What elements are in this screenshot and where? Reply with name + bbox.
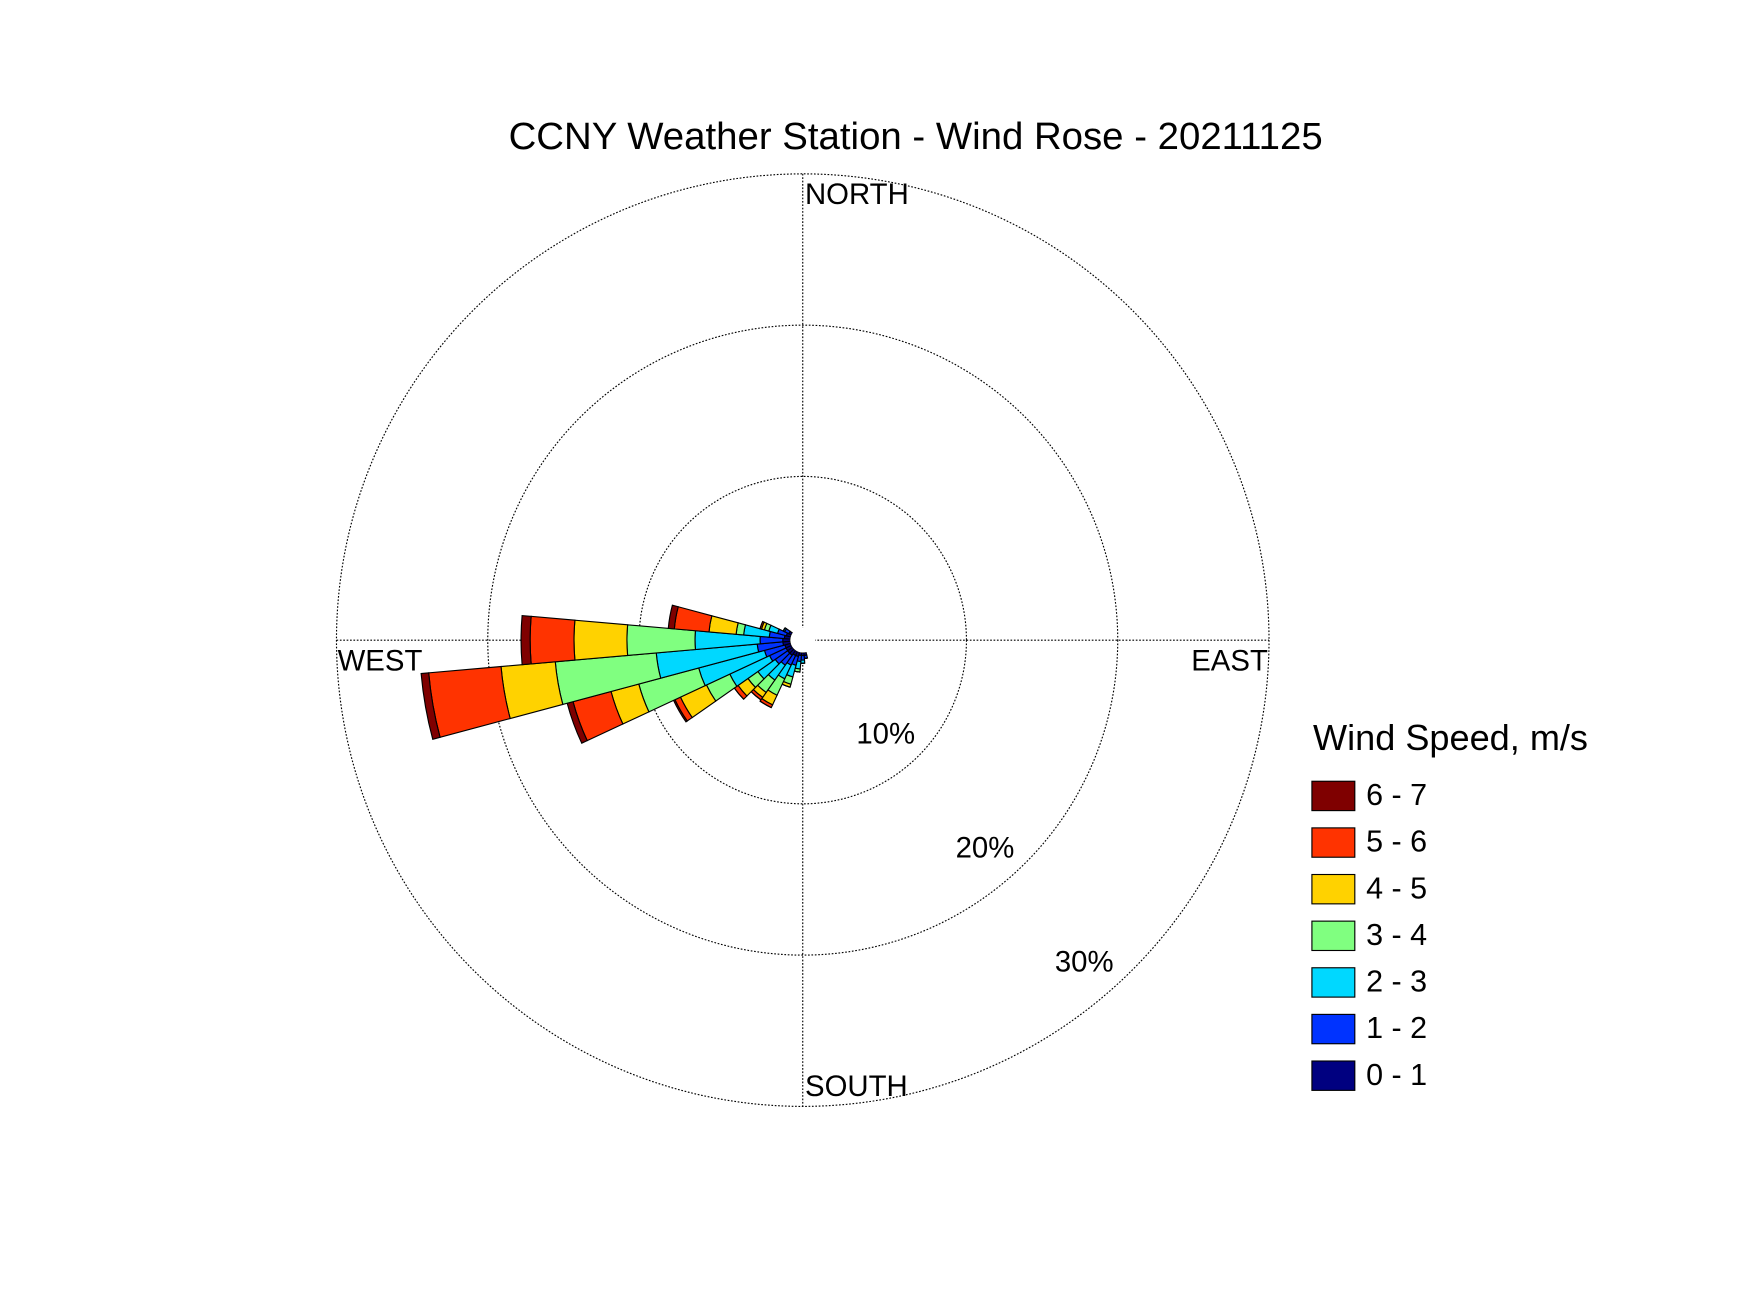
wind-sector xyxy=(420,672,441,740)
wind-sector xyxy=(500,661,564,720)
legend-label: 2 - 3 xyxy=(1366,965,1427,999)
wind-sector xyxy=(673,606,713,633)
legend-label: 3 - 4 xyxy=(1366,918,1427,952)
legend-title: Wind Speed, m/s xyxy=(1313,717,1588,758)
r-tick-label: 30% xyxy=(1055,946,1114,979)
direction-label: NORTH xyxy=(805,178,909,211)
wind-sector xyxy=(782,627,786,632)
direction-label: EAST xyxy=(1191,644,1268,677)
wind-sector xyxy=(667,604,679,630)
legend-swatch xyxy=(1311,967,1356,998)
wind-sector xyxy=(529,615,576,665)
wind-sector xyxy=(573,619,629,661)
grid-ring xyxy=(335,173,1270,1107)
legend-label: 4 - 5 xyxy=(1366,871,1427,905)
wind-sector xyxy=(759,621,764,629)
center-hole xyxy=(790,627,816,653)
legend-label: 5 - 6 xyxy=(1366,825,1427,859)
r-tick-label: 20% xyxy=(956,831,1015,864)
wind-sector xyxy=(708,615,739,635)
legend-label: 1 - 2 xyxy=(1366,1011,1427,1045)
direction-label: WEST xyxy=(338,644,423,677)
grid-ring xyxy=(638,475,968,805)
legend-swatch xyxy=(1311,873,1356,905)
legend-swatch xyxy=(1311,1060,1356,1091)
grid-ring xyxy=(487,324,1119,956)
legend-swatch xyxy=(1311,827,1356,858)
legend-swatch xyxy=(1311,920,1356,952)
legend-label: 0 - 1 xyxy=(1366,1058,1427,1092)
wind-sector xyxy=(520,614,532,666)
direction-label: SOUTH xyxy=(805,1070,908,1103)
chart-title: CCNY Weather Station - Wind Rose - 20211… xyxy=(509,115,1323,158)
legend-swatch xyxy=(1311,780,1356,812)
legend-swatch xyxy=(1311,1013,1356,1045)
wind-sector xyxy=(428,665,511,739)
r-tick-label: 10% xyxy=(856,717,915,750)
legend-label: 6 - 7 xyxy=(1366,778,1427,812)
